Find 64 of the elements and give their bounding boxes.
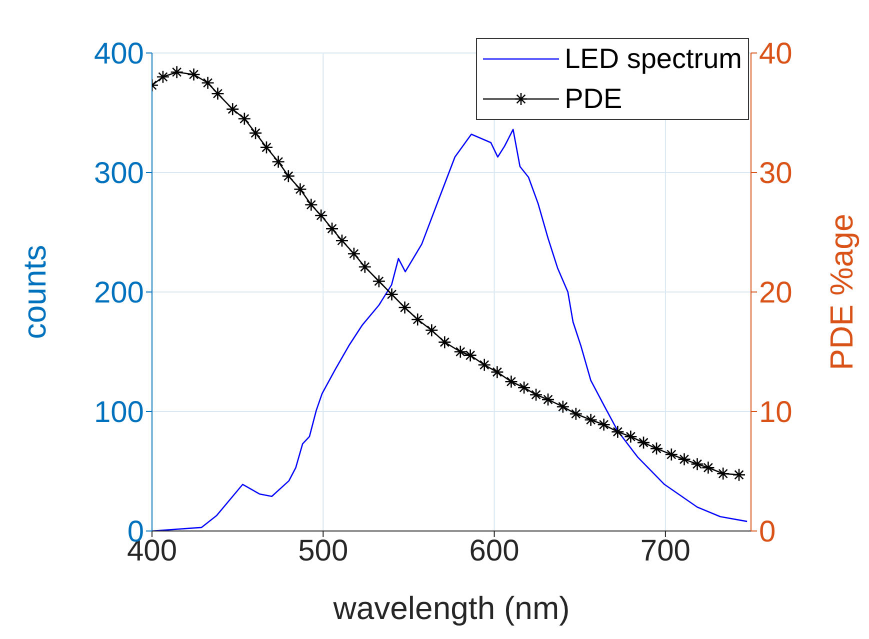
y2-tick-label: 20 <box>759 276 792 310</box>
point <box>424 324 438 337</box>
point <box>690 457 704 471</box>
point <box>187 68 200 82</box>
point <box>272 155 285 168</box>
legend-label: LED spectrum <box>564 42 742 76</box>
point <box>347 247 361 260</box>
y-tick-label: 100 <box>94 396 144 430</box>
y-tick-label: 400 <box>94 38 144 71</box>
point <box>454 345 468 358</box>
point <box>529 388 543 402</box>
line-series <box>152 128 748 531</box>
y-tick-label: 200 <box>94 276 144 310</box>
point <box>398 300 412 314</box>
point <box>226 102 240 116</box>
point <box>478 358 492 372</box>
point <box>584 413 598 427</box>
point <box>517 380 531 394</box>
point <box>541 392 555 406</box>
point <box>611 425 624 438</box>
point <box>438 336 452 349</box>
x-tick-label: 500 <box>298 534 348 568</box>
point <box>248 126 262 140</box>
point <box>211 86 224 100</box>
y2-axis-title: PDE %age <box>823 214 860 370</box>
point <box>304 198 318 212</box>
point <box>664 448 678 462</box>
point <box>732 468 746 482</box>
point <box>569 407 583 421</box>
point <box>325 222 339 236</box>
point <box>678 452 691 466</box>
point <box>636 436 650 450</box>
point <box>201 76 214 90</box>
point <box>716 466 730 480</box>
point <box>702 461 715 474</box>
point <box>410 312 424 326</box>
point <box>556 400 570 414</box>
legend-label: PDE <box>564 82 622 116</box>
point <box>314 208 328 222</box>
point <box>504 374 518 388</box>
y2-tick-label: 40 <box>759 38 792 71</box>
x-tick-label: 600 <box>469 534 520 568</box>
point <box>597 418 610 432</box>
point <box>385 288 398 302</box>
y2-tick-label: 30 <box>759 157 792 190</box>
point <box>156 70 170 84</box>
x-tick-label: 700 <box>640 534 690 568</box>
point <box>372 274 386 288</box>
y-axis-title: counts <box>16 244 52 340</box>
x-axis-title: wavelength (nm) <box>332 590 570 626</box>
point <box>464 348 477 362</box>
point <box>294 182 307 196</box>
point <box>335 234 349 248</box>
point <box>238 112 252 126</box>
y-tick-label: 300 <box>94 157 144 190</box>
point <box>282 169 296 183</box>
point <box>170 65 184 79</box>
point <box>358 260 372 274</box>
point <box>650 442 664 456</box>
y2-tick-label: 10 <box>759 396 792 430</box>
point <box>260 140 274 154</box>
point <box>490 365 504 379</box>
y2-tick-label: 0 <box>759 516 776 549</box>
point <box>624 430 638 444</box>
